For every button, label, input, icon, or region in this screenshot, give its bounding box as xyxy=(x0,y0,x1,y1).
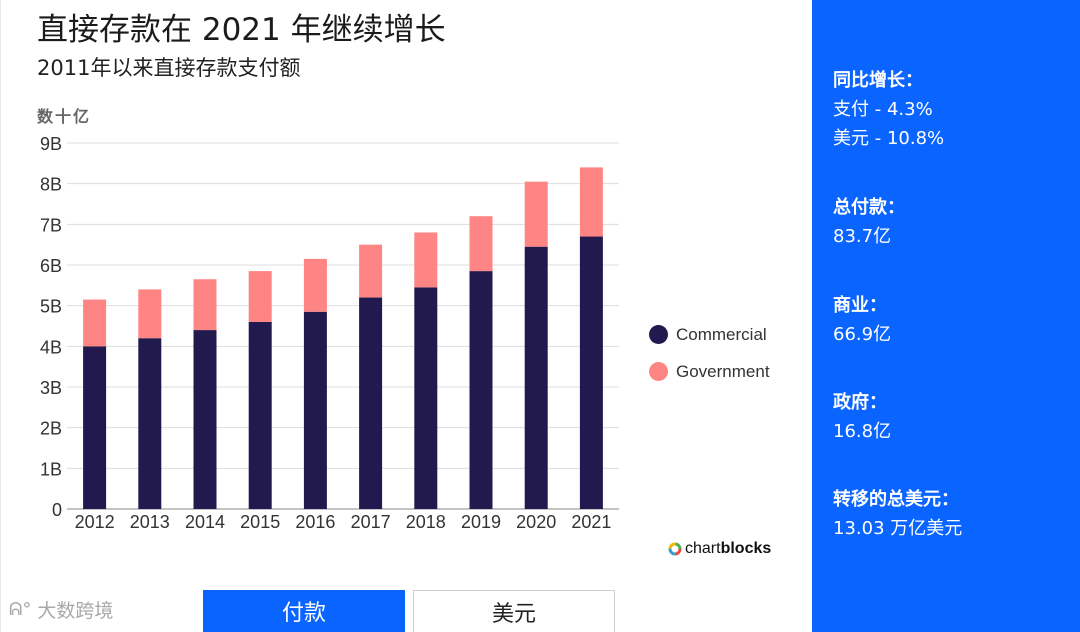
x-tick-label: 2014 xyxy=(185,512,225,532)
stat-yoy-dollars: 美元 - 10.8% xyxy=(833,128,945,149)
bar-segment-government xyxy=(579,167,603,237)
bar-segment-government xyxy=(414,232,438,288)
x-tick-label: 2012 xyxy=(75,512,115,532)
watermark-icon: ᕱ° xyxy=(9,599,32,620)
chart-title: 直接存款在 2021 年继续增长 xyxy=(37,12,446,48)
stat-commercial: 商业： 66.9亿 xyxy=(833,291,891,349)
bar-segment-government xyxy=(138,289,162,339)
chartblocks-icon xyxy=(668,542,682,556)
chartblocks-logo: chart blocks xyxy=(668,540,771,558)
x-tick-label: 2016 xyxy=(295,512,335,532)
legend-item-government: Government xyxy=(649,353,770,390)
brand-text-chart: chart xyxy=(685,540,721,557)
bar-segment-commercial xyxy=(524,246,548,509)
legend-swatch-government xyxy=(649,362,668,381)
legend-label-commercial: Commercial xyxy=(676,324,767,344)
y-tick-label: 2B xyxy=(40,419,62,439)
y-tick-label: 0 xyxy=(52,500,62,520)
stat-transferred-label: 转移的总美元： xyxy=(833,489,959,510)
bar-segment-government xyxy=(83,299,107,347)
chart-legend: Commercial Government xyxy=(649,316,770,390)
stat-total-payments: 总付款： 83.7亿 xyxy=(833,193,905,251)
x-tick-label: 2015 xyxy=(240,512,280,532)
y-tick-label: 3B xyxy=(40,378,62,398)
y-tick-label: 7B xyxy=(40,215,62,235)
stat-transferred: 转移的总美元： 13.03 万亿美元 xyxy=(833,485,962,543)
brand-text-blocks: blocks xyxy=(720,540,772,557)
units-label: 数十亿 xyxy=(37,107,92,126)
bar-segment-commercial xyxy=(579,236,603,510)
bar-segment-government xyxy=(524,181,548,247)
x-tick-label: 2021 xyxy=(571,512,611,532)
y-tick-label: 9B xyxy=(40,134,62,154)
stat-government-value: 16.8亿 xyxy=(833,421,892,442)
stats-sidebar: 同比增长： 支付 - 4.3% 美元 - 10.8% 总付款： 83.7亿 商业… xyxy=(812,0,1080,632)
bar-segment-commercial xyxy=(138,338,162,509)
tab-payments[interactable]: 付款 xyxy=(203,590,405,632)
metric-tabs: 付款 美元 xyxy=(203,590,615,632)
bar-segment-government xyxy=(469,216,493,272)
bar-segment-government xyxy=(359,244,383,298)
y-tick-label: 4B xyxy=(40,337,62,357)
bar-segment-commercial xyxy=(83,346,107,509)
x-tick-label: 2019 xyxy=(461,512,501,532)
stat-yoy-growth: 同比增长： 支付 - 4.3% 美元 - 10.8% xyxy=(833,66,944,153)
chart-subtitle: 2011年以来直接存款支付额 xyxy=(37,56,301,80)
y-tick-label: 5B xyxy=(40,297,62,317)
legend-item-commercial: Commercial xyxy=(649,316,770,353)
x-tick-label: 2018 xyxy=(406,512,446,532)
stat-total-label: 总付款： xyxy=(833,197,905,218)
watermark: ᕱ° 大数跨境 xyxy=(9,596,113,623)
legend-swatch-commercial xyxy=(649,325,668,344)
bar-segment-commercial xyxy=(469,271,493,509)
x-tick-label: 2020 xyxy=(516,512,556,532)
stat-total-value: 83.7亿 xyxy=(833,226,892,247)
y-tick-label: 8B xyxy=(40,175,62,195)
stacked-bar-chart: 0 1B 2B 3B 4B 5B 6B 7B 8B 9B 2012 2013 2014 2015 2016 2… xyxy=(40,134,619,532)
legend-label-government: Government xyxy=(676,361,770,381)
stat-commercial-label: 商业： xyxy=(833,295,887,316)
bar-segment-commercial xyxy=(303,311,327,509)
y-tick-label: 1B xyxy=(40,459,62,479)
bar-segment-commercial xyxy=(414,287,438,509)
x-tick-label: 2017 xyxy=(351,512,391,532)
stat-transferred-value: 13.03 万亿美元 xyxy=(833,518,963,539)
stat-commercial-value: 66.9亿 xyxy=(833,324,892,345)
watermark-text: 大数跨境 xyxy=(37,600,114,622)
x-tick-label: 2013 xyxy=(130,512,170,532)
bar-segment-government xyxy=(248,271,272,322)
bar-segment-commercial xyxy=(359,297,383,509)
bar-segment-commercial xyxy=(193,330,217,509)
stat-yoy-payments: 支付 - 4.3% xyxy=(833,99,933,120)
bar-segment-commercial xyxy=(248,321,272,509)
stat-government: 政府： 16.8亿 xyxy=(833,388,891,446)
stat-yoy-label: 同比增长： xyxy=(833,70,923,91)
chart-panel: 直接存款在 2021 年继续增长 2011年以来直接存款支付额 数十亿 0 1B 2… xyxy=(0,0,772,632)
tab-dollars[interactable]: 美元 xyxy=(413,590,615,632)
bar-segment-government xyxy=(193,279,217,331)
y-tick-label: 6B xyxy=(40,256,62,276)
bar-segment-government xyxy=(303,258,327,312)
stat-government-label: 政府： xyxy=(833,392,887,413)
